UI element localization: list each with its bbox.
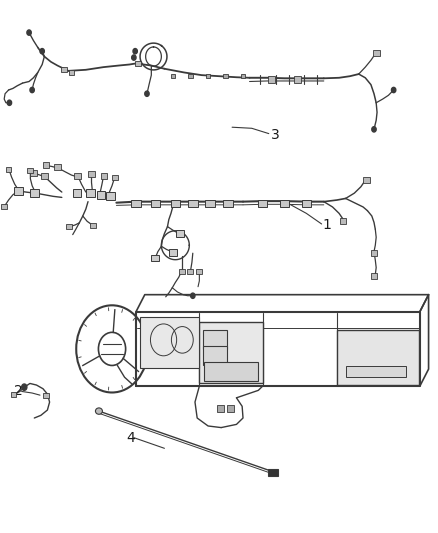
Bar	[135, 61, 141, 66]
Bar	[170, 199, 180, 207]
Bar	[73, 189, 81, 197]
Bar	[203, 330, 227, 349]
Circle shape	[392, 87, 396, 93]
Bar	[169, 249, 177, 256]
Bar	[205, 199, 215, 207]
Bar	[301, 199, 311, 207]
Bar	[187, 269, 193, 274]
Bar	[42, 163, 49, 167]
Bar	[196, 269, 202, 274]
Circle shape	[27, 30, 31, 35]
Bar	[371, 273, 378, 279]
Ellipse shape	[95, 408, 102, 414]
Bar	[14, 187, 22, 195]
Circle shape	[40, 49, 44, 54]
Bar	[223, 199, 233, 207]
Text: 2: 2	[14, 384, 22, 399]
Circle shape	[132, 55, 136, 60]
Bar	[241, 74, 245, 78]
Bar	[131, 199, 141, 207]
Bar	[27, 168, 33, 173]
Bar	[346, 366, 406, 376]
Bar	[112, 175, 118, 180]
Bar	[268, 469, 278, 477]
Bar	[151, 199, 160, 207]
Circle shape	[21, 384, 27, 390]
Bar	[188, 74, 193, 78]
Bar	[371, 251, 377, 256]
Bar	[227, 405, 234, 411]
Bar	[179, 269, 185, 274]
Bar	[203, 346, 227, 365]
Bar	[61, 67, 67, 72]
Bar	[373, 50, 380, 56]
Bar	[206, 74, 210, 78]
Bar	[66, 224, 72, 229]
Bar	[74, 173, 81, 179]
Bar	[199, 322, 263, 383]
Text: 4: 4	[127, 431, 135, 445]
Bar	[43, 393, 49, 398]
Bar	[106, 192, 115, 200]
Bar	[151, 255, 159, 262]
Bar	[176, 230, 184, 237]
Bar	[90, 223, 96, 228]
Bar	[258, 199, 268, 207]
Circle shape	[145, 91, 149, 96]
Bar	[171, 74, 175, 78]
Bar	[69, 70, 74, 75]
Bar	[340, 219, 346, 224]
Bar	[337, 330, 419, 384]
Circle shape	[372, 127, 376, 132]
Circle shape	[133, 49, 138, 54]
Circle shape	[7, 100, 12, 106]
Bar	[30, 170, 37, 176]
Bar	[140, 317, 199, 368]
Bar	[294, 76, 301, 83]
Bar	[1, 204, 7, 209]
Circle shape	[30, 87, 34, 93]
Bar	[97, 191, 106, 199]
Bar	[41, 173, 48, 179]
Circle shape	[191, 293, 195, 298]
Bar	[88, 171, 95, 176]
Text: 3: 3	[271, 128, 279, 142]
Bar	[54, 165, 60, 169]
Bar	[11, 392, 16, 397]
Text: 1: 1	[323, 218, 332, 232]
Bar	[6, 167, 11, 172]
Bar	[204, 362, 258, 381]
Bar	[101, 173, 107, 179]
Bar	[268, 76, 275, 83]
Bar	[188, 199, 198, 207]
Bar	[30, 189, 39, 197]
Bar	[280, 199, 289, 207]
Bar	[86, 189, 95, 197]
Bar	[363, 176, 370, 183]
Bar	[217, 405, 224, 411]
Bar	[223, 74, 228, 78]
